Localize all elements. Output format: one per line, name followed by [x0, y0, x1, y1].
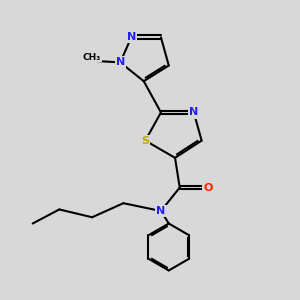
Text: N: N	[116, 57, 125, 68]
Text: N: N	[127, 32, 136, 42]
Text: N: N	[189, 107, 198, 118]
Text: S: S	[141, 136, 149, 146]
Text: N: N	[156, 206, 166, 216]
Text: CH₃: CH₃	[83, 52, 101, 62]
Text: O: O	[203, 182, 213, 193]
